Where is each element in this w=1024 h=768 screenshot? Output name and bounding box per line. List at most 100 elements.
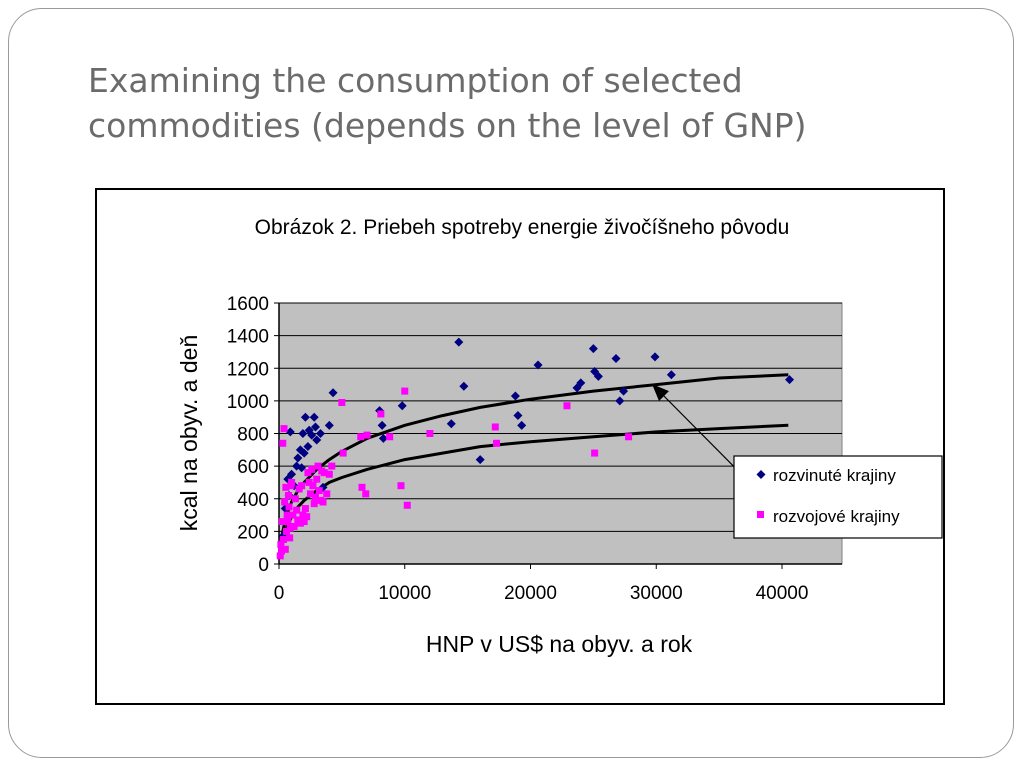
data-point-rozvojove: [357, 433, 365, 441]
data-point-rozvojove: [279, 439, 287, 447]
data-point-rozvinute: [475, 455, 485, 465]
data-point-rozvinute: [588, 344, 598, 354]
data-point-rozvojove: [320, 469, 328, 477]
legend-label-rozvojove: rozvojové krajiny: [773, 507, 900, 526]
data-point-rozvojove: [285, 503, 293, 511]
y-tick-label: 600: [237, 457, 269, 478]
data-point-rozvinute: [297, 463, 307, 473]
data-point-rozvinute: [666, 370, 676, 380]
data-point-rozvinute: [611, 353, 621, 363]
data-point-rozvojove: [301, 505, 309, 513]
chart-title: Obrázok 2. Priebeh spotreby energie živo…: [255, 216, 790, 239]
data-point-rozvinute: [307, 430, 317, 440]
data-point-rozvojove: [426, 430, 434, 437]
data-point-rozvinute: [533, 360, 543, 370]
y-tick-label: 400: [237, 490, 269, 511]
data-point-rozvinute: [590, 367, 600, 377]
series-rozvojove: [276, 387, 633, 560]
data-point-rozvojove: [282, 483, 290, 491]
data-point-rozvojove: [319, 498, 327, 506]
data-point-rozvinute: [312, 435, 322, 445]
data-point-rozvojove: [281, 498, 289, 506]
data-point-rozvinute: [328, 388, 338, 398]
data-point-rozvinute: [293, 453, 303, 463]
y-tick-label: 1000: [227, 392, 269, 413]
data-point-rozvojove: [286, 524, 294, 532]
x-tick-label: 0: [274, 583, 285, 604]
data-point-rozvojove: [278, 547, 286, 555]
y-tick-label: 0: [258, 555, 269, 576]
y-tick-label: 1600: [227, 294, 269, 315]
data-point-rozvojove: [291, 495, 299, 503]
data-point-rozvinute: [303, 442, 313, 452]
data-point-rozvinute: [510, 391, 520, 401]
data-point-rozvojove: [283, 527, 291, 535]
data-point-rozvinute: [315, 429, 325, 438]
slide-title: Examining the consumption of selected co…: [88, 58, 968, 148]
data-point-rozvojove: [338, 399, 346, 407]
data-point-rozvojove: [296, 519, 304, 527]
x-tick-labels: 0 10000 20000 30000 40000: [274, 583, 809, 604]
gridlines: [279, 302, 842, 532]
data-point-rozvojove: [283, 511, 291, 519]
y-tick-label: 1400: [227, 327, 269, 348]
data-point-rozvojove: [280, 425, 288, 433]
data-point-rozvojove: [288, 478, 296, 486]
data-point-rozvojove: [362, 490, 370, 498]
data-point-rozvojove: [591, 449, 599, 457]
data-point-rozvinute: [785, 375, 795, 385]
data-point-rozvojove: [401, 387, 409, 395]
data-point-rozvinute: [299, 448, 309, 458]
data-point-rozvojove: [279, 536, 287, 544]
data-point-rozvojove: [289, 511, 297, 519]
legend-label-rozvinute: rozvinuté krajiny: [773, 466, 896, 485]
slide-title-line-1: Examining the consumption of selected: [88, 61, 743, 100]
data-point-rozvojove: [276, 552, 284, 560]
data-point-rozvojove: [293, 506, 301, 514]
x-tick-label: 20000: [504, 583, 557, 604]
data-point-rozvinute: [287, 469, 297, 479]
data-point-rozvojove: [284, 518, 292, 526]
data-point-rozvojove: [309, 482, 317, 490]
data-point-rozvinute: [324, 420, 334, 430]
x-axis-label: HNP v US$ na obyv. a rok: [426, 631, 693, 657]
data-point-rozvinute: [650, 352, 660, 362]
data-point-rozvojove: [306, 490, 314, 498]
data-point-rozvinute: [377, 420, 387, 430]
data-point-rozvinute: [459, 381, 469, 391]
y-tick-labels: 0 200 400 600 800 1000 1200 1400 1600: [227, 294, 269, 576]
data-point-rozvinute: [593, 371, 603, 381]
data-point-rozvinute: [517, 420, 527, 430]
x-tick-label: 40000: [756, 583, 809, 604]
data-point-rozvojove: [323, 490, 331, 498]
data-point-rozvojove: [286, 534, 294, 542]
data-point-rozvojove: [304, 469, 312, 477]
data-point-rozvinute: [454, 337, 464, 347]
data-point-rozvojove: [625, 433, 633, 441]
data-point-rozvojove: [328, 462, 336, 470]
data-point-rozvojove: [563, 402, 571, 410]
data-point-rozvojove: [493, 439, 501, 447]
data-point-rozvojove: [308, 465, 316, 473]
data-point-rozvinute: [298, 429, 308, 438]
data-point-rozvojove: [325, 470, 333, 478]
slide-title-line-2: commodities (depends on the level of GNP…: [88, 106, 807, 145]
annotation-arrowhead: [652, 384, 669, 401]
data-point-rozvinute: [619, 386, 629, 396]
data-point-rozvojove: [315, 487, 323, 495]
legend-square-icon: [757, 511, 764, 518]
data-point-rozvojove: [300, 518, 308, 526]
legend-box: [733, 455, 943, 539]
data-point-rozvinute: [285, 427, 295, 437]
data-point-rozvojove: [313, 475, 321, 483]
data-point-rozvojove: [358, 483, 366, 491]
data-point-rozvojove: [386, 433, 394, 441]
y-tick-label: 200: [237, 522, 269, 543]
data-point-rozvojove: [491, 423, 499, 431]
data-point-rozvojove: [278, 518, 286, 526]
data-point-rozvinute: [310, 422, 320, 432]
data-point-rozvinute: [615, 396, 625, 406]
legend: rozvinuté krajiny rozvojové krajiny: [733, 455, 943, 539]
data-point-rozvojove: [310, 500, 318, 508]
data-point-rozvojove: [311, 493, 319, 501]
